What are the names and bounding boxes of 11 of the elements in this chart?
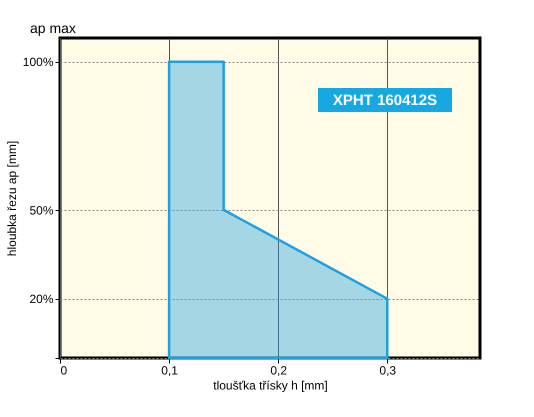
annotation: XPHT 160412S (332, 92, 438, 109)
y-tick-label: 20% (29, 292, 54, 306)
x-tick-label: 0,1 (161, 364, 178, 378)
x-tick-label: 0,3 (379, 364, 396, 378)
x-axis-title: tloušťka třísky h [mm] (213, 378, 328, 392)
x-tick-label: 0 (60, 364, 68, 378)
y-axis-title: hloubka řezu ap [mm] (4, 140, 19, 256)
text: ap max (30, 20, 76, 36)
y-tick-label: 100% (22, 55, 54, 70)
x-tick-label: 0,2 (270, 364, 288, 378)
y-tick-label: 50% (29, 203, 54, 218)
